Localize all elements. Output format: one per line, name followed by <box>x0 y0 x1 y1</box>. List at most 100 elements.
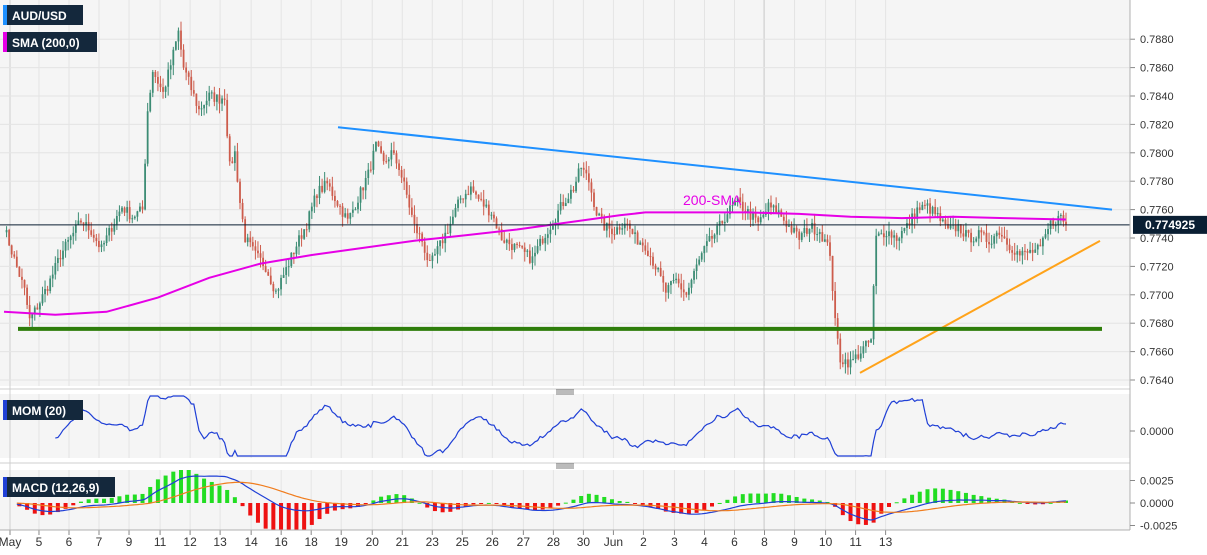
candle-body <box>546 234 549 238</box>
current-price-label: 0.774925 <box>1145 218 1195 232</box>
y-tick-label: 0.7640 <box>1140 375 1174 387</box>
macd-histogram-bar <box>471 503 476 505</box>
symbol-badge[interactable]: AUD/USD <box>3 5 83 25</box>
macd-histogram-bar <box>325 503 330 514</box>
macd-histogram-bar <box>102 498 107 503</box>
candle-body <box>726 214 729 222</box>
falling-resistance-trendline <box>337 126 1113 211</box>
candle-body <box>585 169 588 174</box>
candle-body <box>998 232 1001 235</box>
sma-label: SMA (200,0) <box>12 36 80 50</box>
candle-body <box>95 237 98 241</box>
candle-body <box>831 255 834 291</box>
macd-histogram-bar <box>71 503 76 506</box>
candle-body <box>593 192 595 208</box>
macd-histogram-bar <box>902 498 907 503</box>
candle-body <box>670 281 672 286</box>
macd-histogram-bar <box>379 496 384 503</box>
candle-body <box>575 181 577 192</box>
candle-body <box>200 108 203 110</box>
candle-body <box>359 187 362 203</box>
candle-body <box>849 359 852 368</box>
candle-body <box>521 245 524 248</box>
candle-body <box>249 237 252 243</box>
candle-body <box>590 182 593 193</box>
macd-histogram-bar <box>171 471 176 503</box>
mom-badge[interactable]: MOM (20) <box>3 400 83 420</box>
candle-body <box>957 224 960 232</box>
candle-body <box>680 283 683 290</box>
candle-body <box>228 136 231 162</box>
candle-body <box>975 238 978 242</box>
candle-body <box>51 274 54 279</box>
candle-body <box>857 354 860 359</box>
candle-body <box>821 232 824 242</box>
macd-histogram-bar <box>848 503 853 522</box>
candle-body <box>862 346 865 354</box>
macd-histogram-bar <box>894 502 899 504</box>
macd-histogram-bar <box>602 496 607 503</box>
candle-body <box>190 76 193 91</box>
candle-body <box>526 250 529 252</box>
macd-badge[interactable]: MACD (12,26,9) <box>3 477 115 497</box>
candle-body <box>698 259 701 265</box>
candle-body <box>167 69 170 87</box>
candle-body <box>169 65 172 70</box>
x-tick-label: May <box>0 535 21 549</box>
candle-body <box>416 223 418 234</box>
candle-body <box>1018 251 1021 256</box>
macd-histogram-bar <box>863 503 868 525</box>
candle-body <box>906 223 908 229</box>
macd-histogram-bar <box>540 503 545 510</box>
momentum-line <box>55 395 1067 457</box>
candle-body <box>664 282 667 293</box>
candle-body <box>133 216 136 219</box>
candle-body <box>80 220 82 223</box>
candle-body <box>323 180 326 192</box>
panel-resize-handle[interactable] <box>556 389 574 395</box>
macd-histogram-bar <box>486 502 491 504</box>
sma-200-line <box>3 211 1067 316</box>
macd-label: MACD (12,26,9) <box>12 481 99 495</box>
y-tick-label: 0.7720 <box>1140 261 1174 273</box>
macd-histogram-bar <box>925 489 930 503</box>
candle-body <box>798 231 801 240</box>
candle-body <box>690 279 693 288</box>
panel-resize-handle[interactable] <box>556 463 574 469</box>
candle-body <box>18 266 21 277</box>
macd-histogram-bar <box>963 492 968 503</box>
candle-body <box>921 204 924 210</box>
candle-body <box>870 339 872 343</box>
macd-histogram-bar <box>140 493 145 503</box>
candle-body <box>377 141 380 147</box>
macd-histogram-bar <box>194 473 199 503</box>
candle-body <box>505 239 508 243</box>
symbol-label: AUD/USD <box>12 9 67 23</box>
candle-body <box>947 224 949 229</box>
macd-histogram-bar <box>956 491 961 503</box>
candle-body <box>390 150 393 160</box>
candle-body <box>246 237 249 243</box>
macd-histogram-bar <box>640 503 645 505</box>
y-tick-label: 0.7760 <box>1140 205 1174 217</box>
candle-body <box>187 72 190 77</box>
candle-body <box>649 256 652 258</box>
candle-body <box>115 216 118 225</box>
x-tick-label: 21 <box>396 535 410 549</box>
candle-body <box>511 244 513 250</box>
candle-body <box>557 210 559 222</box>
x-tick-label: 25 <box>456 535 470 549</box>
candle-body <box>192 90 195 94</box>
candle-body <box>626 223 629 225</box>
candle-body <box>747 209 749 213</box>
x-tick-label: 26 <box>486 535 500 549</box>
macd-histogram-bar <box>663 503 668 512</box>
candle-body <box>777 210 780 214</box>
y-tick-label: 0.7800 <box>1140 148 1174 160</box>
x-tick-label: 10 <box>819 535 833 549</box>
y-tick-label: 0.7780 <box>1140 176 1174 188</box>
sma-badge[interactable]: SMA (200,0) <box>3 32 97 52</box>
macd-signal-line <box>16 481 1067 513</box>
macd-histogram-bar <box>409 498 414 503</box>
macd-histogram-bar <box>48 503 53 515</box>
